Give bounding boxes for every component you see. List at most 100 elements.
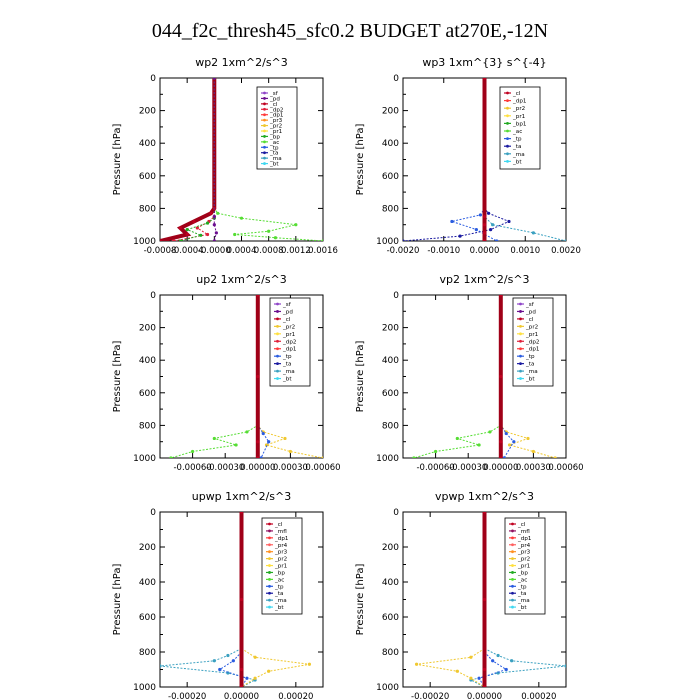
legend-marker bbox=[276, 317, 279, 321]
series-point-tp bbox=[259, 456, 263, 458]
y-axis-label: Pressure [hPa] bbox=[355, 124, 366, 196]
legend-entry: _pr3 bbox=[274, 550, 288, 556]
series-line-ma bbox=[160, 512, 257, 687]
x-tick-label: 0.0004 bbox=[227, 246, 257, 256]
series-point-ta bbox=[403, 239, 405, 241]
series-point-ma bbox=[564, 239, 566, 241]
x-tick-label: 0.0012 bbox=[281, 246, 311, 256]
legend-entry: _ac bbox=[512, 129, 522, 135]
y-tick-label: 200 bbox=[139, 543, 156, 553]
y-tick-label: 0 bbox=[393, 508, 399, 518]
series-group bbox=[403, 78, 566, 241]
legend-entry: _sf bbox=[525, 302, 535, 308]
legend-marker bbox=[511, 543, 514, 547]
series-line-ac bbox=[413, 295, 502, 458]
legend-entry: _pr1 bbox=[282, 332, 296, 338]
legend: _cl_mfl_dp1_pr4_pr3_pr2_pr1_bp_ac_tp_ta_… bbox=[504, 517, 546, 615]
series-point-cl bbox=[239, 685, 244, 687]
series-point-cl bbox=[178, 226, 182, 230]
legend-marker bbox=[276, 369, 279, 373]
legend-marker bbox=[519, 317, 522, 321]
series-point-pr2 bbox=[321, 456, 323, 458]
legend-entry: _pr3 bbox=[269, 118, 283, 124]
series-point-cl bbox=[256, 295, 260, 297]
legend-marker bbox=[276, 310, 279, 313]
legend-marker bbox=[268, 605, 271, 609]
legend-marker bbox=[263, 145, 266, 149]
legend-entry: _ma bbox=[269, 156, 282, 162]
legend-entry: _cl bbox=[282, 317, 291, 323]
x-tick-label: 0.00060 bbox=[548, 463, 583, 473]
y-tick-label: 1000 bbox=[133, 237, 156, 247]
legend-marker bbox=[506, 114, 509, 118]
series-point-tp bbox=[477, 676, 481, 680]
series-point-dp2 bbox=[205, 232, 210, 237]
series-line-ta bbox=[403, 78, 511, 241]
series-line-bp bbox=[180, 78, 215, 241]
series-point-pr2 bbox=[253, 655, 257, 659]
series-point-pr2 bbox=[531, 449, 536, 454]
x-tick-label: 0.00000 bbox=[467, 692, 502, 700]
y-tick-label: 200 bbox=[382, 324, 399, 334]
legend-marker bbox=[511, 522, 514, 526]
legend-entry: _sf bbox=[269, 91, 279, 97]
legend-entry: _bt bbox=[282, 377, 292, 383]
series-point-tp bbox=[231, 659, 235, 663]
x-tick-label: -0.00060 bbox=[173, 463, 211, 473]
series-point-ac bbox=[412, 456, 416, 458]
series-point-cl bbox=[239, 667, 244, 672]
series-point-ta bbox=[458, 234, 462, 238]
legend-entry: _bt bbox=[269, 162, 279, 168]
series-point-pr2 bbox=[526, 436, 530, 441]
legend-marker bbox=[276, 332, 279, 336]
legend-entry: _pr2 bbox=[269, 124, 282, 130]
series-point-cl bbox=[499, 295, 503, 297]
legend-marker bbox=[263, 135, 266, 138]
legend-marker bbox=[276, 324, 279, 328]
series-line-pd bbox=[213, 78, 217, 241]
series-point-tp bbox=[218, 667, 222, 672]
x-tick-label: 0.00000 bbox=[483, 463, 518, 473]
y-tick-label: 800 bbox=[139, 648, 156, 658]
series-point-cl bbox=[239, 597, 244, 602]
legend-entry: _pr2 bbox=[274, 557, 287, 563]
series-point-tp bbox=[491, 659, 495, 663]
x-tick-label: -0.00060 bbox=[416, 463, 454, 473]
chart-panel-6: vpwp 1xm^2/s^3 Pressure [hPa] 0 200 400 600 80… bbox=[355, 490, 567, 700]
legend-entry: _bp bbox=[274, 570, 285, 576]
legend-marker bbox=[519, 354, 522, 358]
series-line-ma bbox=[469, 512, 566, 687]
series-point-cl bbox=[482, 512, 487, 514]
y-tick-label: 0 bbox=[393, 291, 399, 301]
series-point-pd bbox=[212, 214, 216, 219]
y-tick-label: 400 bbox=[139, 578, 156, 588]
legend-entry: _ta bbox=[517, 591, 526, 597]
legend-marker bbox=[506, 137, 509, 141]
series-point-cl bbox=[192, 219, 196, 224]
series-point-ac bbox=[239, 216, 244, 220]
legend-entry: _pr2 bbox=[282, 324, 295, 330]
series-point-cl bbox=[499, 456, 503, 458]
series-point-tp bbox=[512, 440, 516, 444]
legend-marker bbox=[506, 91, 509, 95]
legend-marker bbox=[276, 339, 279, 343]
series-point-bp bbox=[199, 233, 203, 237]
y-tick-label: 800 bbox=[139, 204, 156, 214]
series-group bbox=[160, 512, 312, 687]
series-point-pr2 bbox=[469, 655, 473, 659]
legend-entry: _ma bbox=[274, 598, 287, 604]
legend-entry: _dp1 bbox=[269, 113, 284, 119]
series-point-cl bbox=[482, 214, 487, 219]
legend-entry: _dp1 bbox=[525, 347, 540, 353]
y-tick-label: 600 bbox=[382, 613, 399, 623]
series-point-ma bbox=[496, 653, 500, 658]
legend-entry: _pd bbox=[525, 309, 536, 315]
x-tick-label: 0.00030 bbox=[516, 463, 551, 473]
legend: _cl _dp1_pr2 _pr1_bp1 _ac _tp_ta _ma_bt bbox=[499, 86, 541, 170]
series-point-pr2 bbox=[469, 676, 473, 680]
series-point-cl bbox=[499, 440, 503, 444]
series-point-pr2 bbox=[414, 662, 419, 666]
series-point-cl bbox=[499, 374, 503, 379]
legend-marker bbox=[519, 369, 522, 373]
legend-entry: _bt bbox=[525, 377, 535, 383]
